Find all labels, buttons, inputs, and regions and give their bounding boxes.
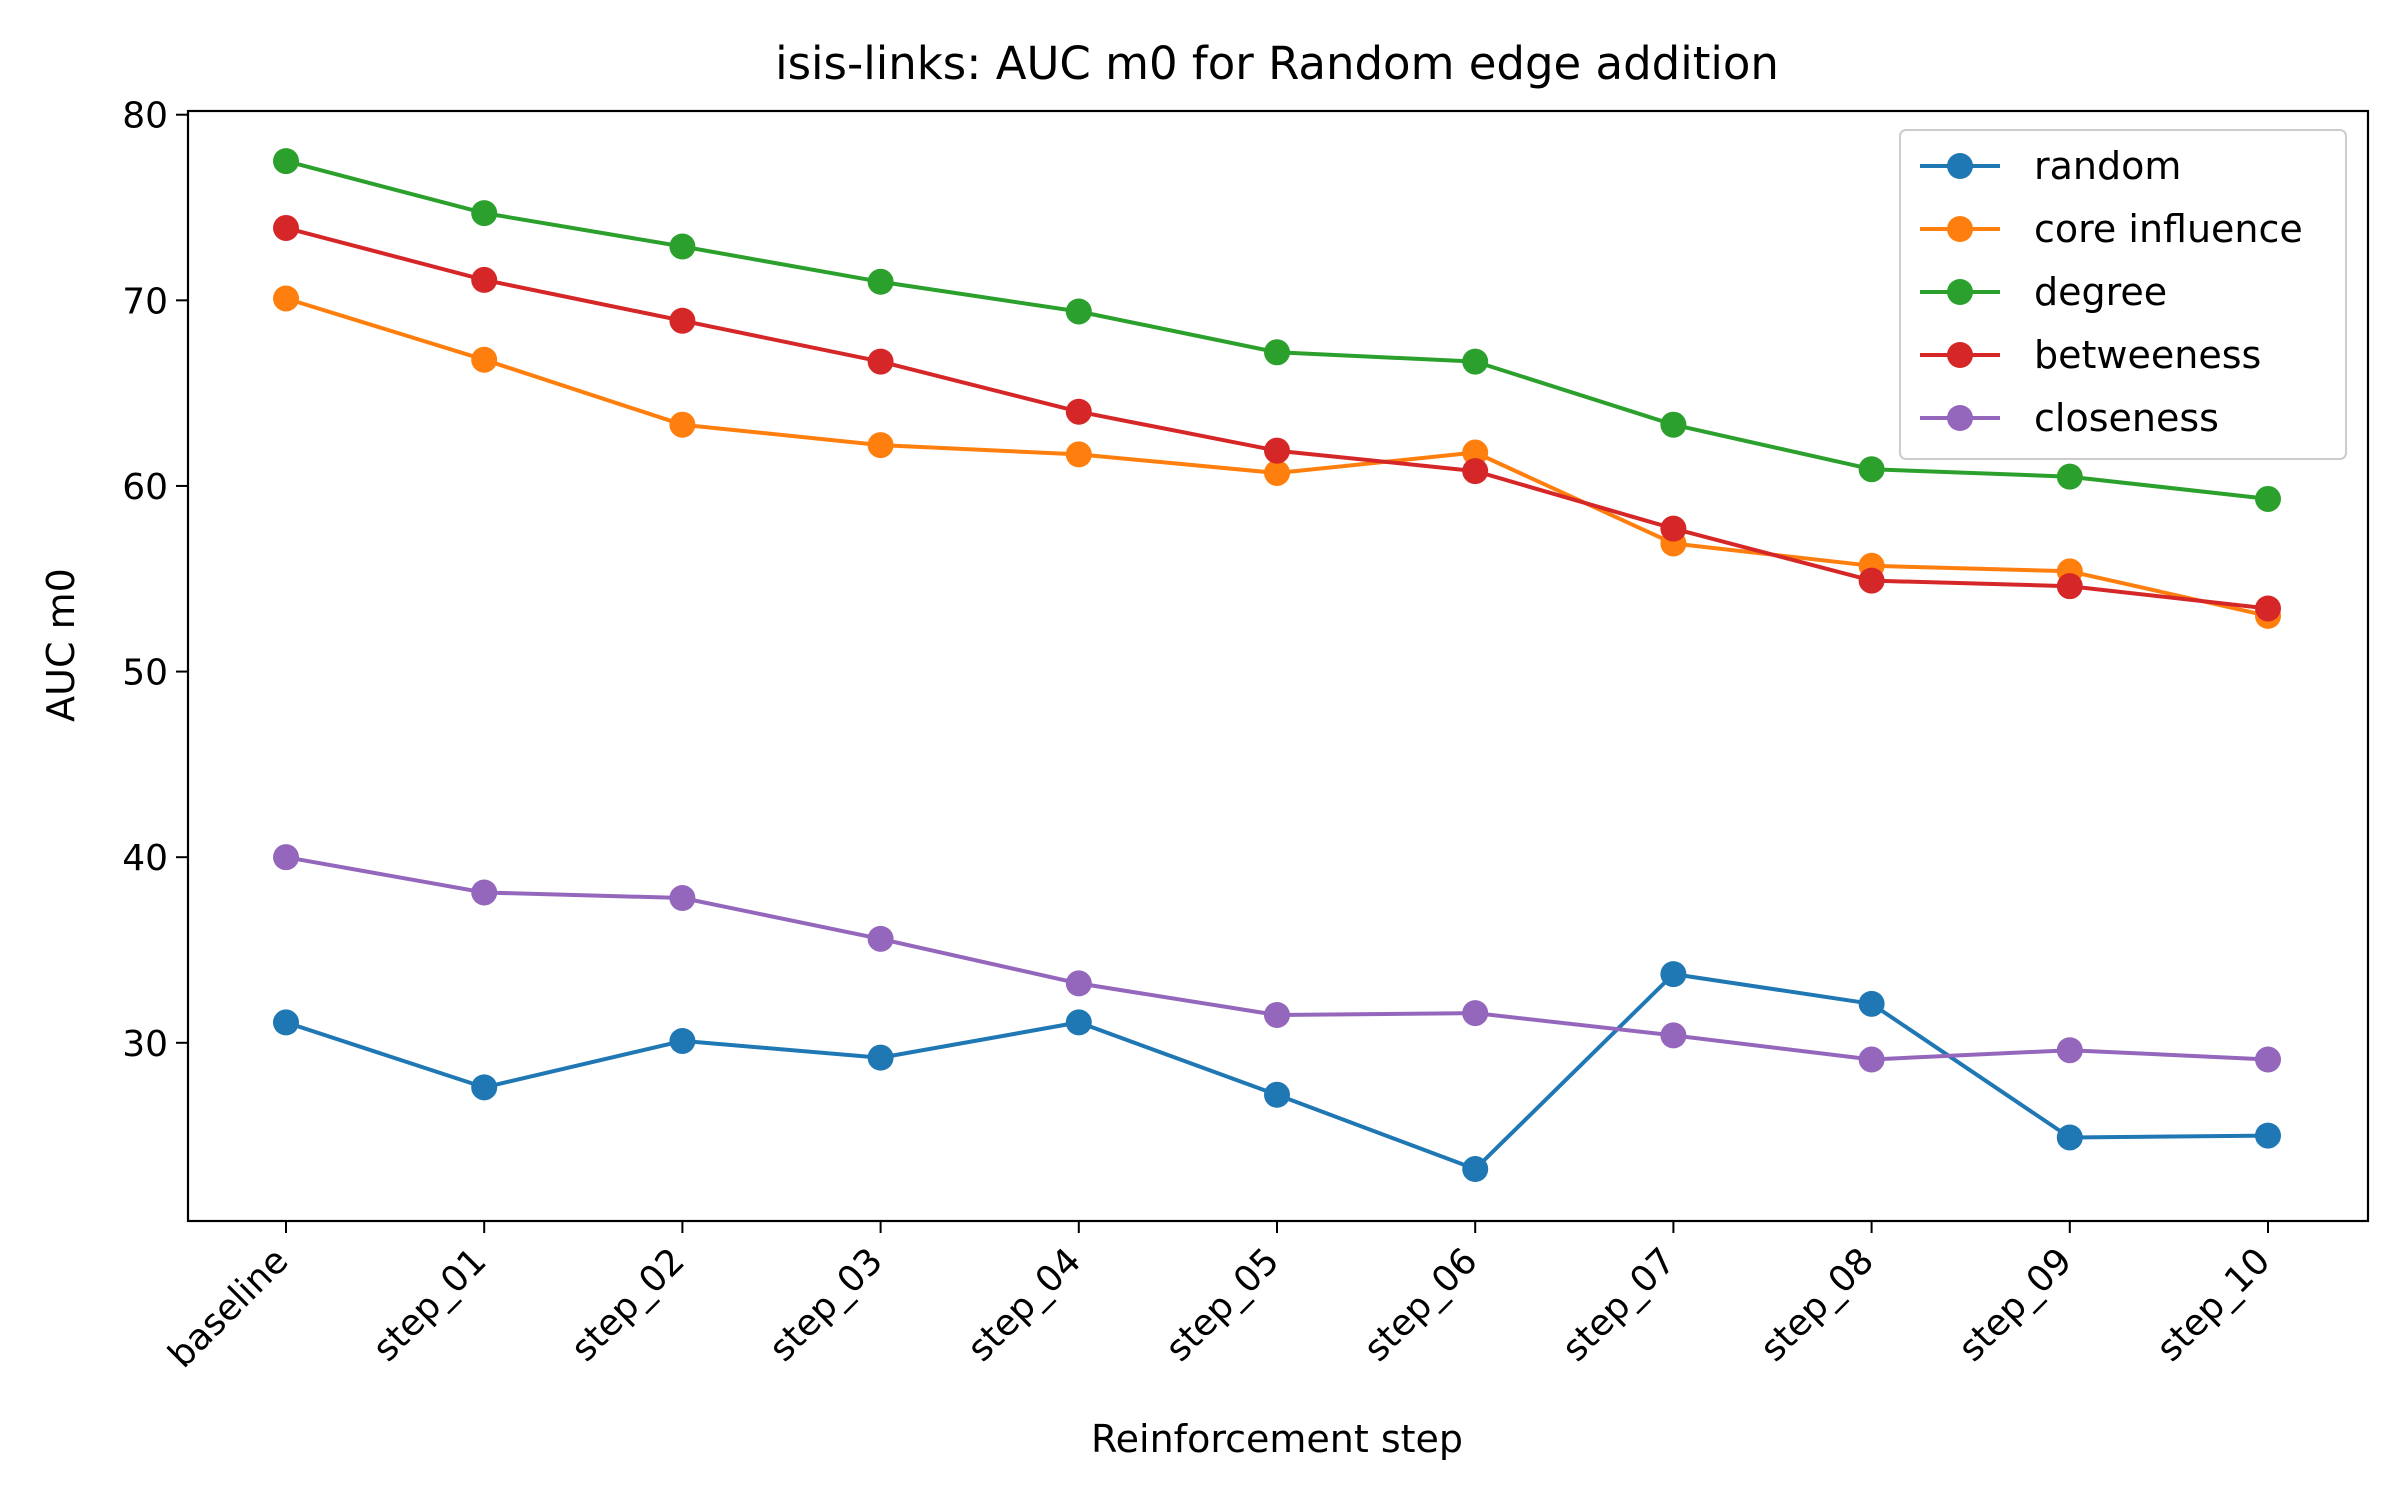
- data-point-betweeness: [471, 266, 498, 293]
- series-closeness: [273, 844, 2281, 1073]
- x-axis-label: Reinforcement step: [1091, 1417, 1463, 1461]
- y-tick-label: 40: [122, 838, 168, 879]
- legend-label: random: [2034, 144, 2181, 188]
- data-point-random: [1065, 1009, 1092, 1036]
- y-tick-label: 70: [122, 281, 168, 322]
- data-point-degree: [2255, 485, 2281, 512]
- data-point-degree: [2056, 463, 2083, 490]
- data-point-closeness: [1858, 1046, 1885, 1073]
- data-point-degree: [1660, 411, 1687, 438]
- series-degree: [273, 148, 2281, 512]
- series-random: [273, 961, 2281, 1183]
- data-point-degree: [1264, 339, 1290, 366]
- data-point-closeness: [669, 885, 696, 912]
- data-point-random: [273, 1009, 299, 1036]
- data-point-core-influence: [471, 346, 498, 373]
- data-point-core-influence: [273, 285, 299, 312]
- series-betweeness: [273, 214, 2281, 622]
- legend-marker: [1947, 405, 1973, 431]
- data-point-degree: [1065, 298, 1092, 325]
- legend-label: core influence: [2034, 207, 2303, 251]
- legend-marker: [1947, 216, 1973, 242]
- data-point-core-influence: [1462, 439, 1489, 466]
- data-point-closeness: [273, 844, 299, 871]
- legend-item-random: random: [1920, 144, 2181, 188]
- data-point-random: [1264, 1081, 1290, 1108]
- legend-marker: [1947, 279, 1973, 305]
- legend-marker: [1947, 342, 1973, 368]
- data-point-random: [867, 1044, 894, 1071]
- y-tick-label: 50: [122, 653, 168, 694]
- data-point-degree: [867, 268, 894, 295]
- data-point-closeness: [1462, 1000, 1489, 1027]
- data-point-random: [471, 1074, 498, 1101]
- data-point-random: [2056, 1124, 2083, 1151]
- chart-title: isis-links: AUC m0 for Random edge addit…: [775, 37, 1779, 90]
- data-point-betweeness: [1462, 458, 1489, 485]
- data-point-betweeness: [273, 214, 299, 241]
- data-point-betweeness: [867, 348, 894, 375]
- data-point-core-influence: [1264, 459, 1290, 486]
- y-tick-label: 60: [122, 467, 168, 508]
- data-point-betweeness: [1065, 398, 1092, 425]
- data-point-closeness: [2056, 1037, 2083, 1064]
- data-point-random: [1660, 961, 1687, 988]
- data-point-closeness: [1065, 970, 1092, 997]
- data-point-betweeness: [669, 307, 696, 334]
- legend-label: degree: [2034, 270, 2167, 314]
- data-point-betweeness: [1660, 515, 1687, 542]
- data-point-degree: [273, 148, 299, 175]
- data-point-random: [2255, 1122, 2281, 1149]
- data-point-betweeness: [2255, 595, 2281, 622]
- data-point-core-influence: [669, 411, 696, 438]
- data-point-degree: [1462, 348, 1489, 375]
- data-point-closeness: [1264, 1001, 1290, 1028]
- legend-box: [1899, 129, 2347, 460]
- plot-area: [273, 148, 2281, 1183]
- legend-item-closeness: closeness: [1920, 396, 2219, 440]
- data-point-betweeness: [1858, 567, 1885, 594]
- data-point-betweeness: [1264, 437, 1290, 464]
- legend-label: closeness: [2034, 396, 2219, 440]
- data-point-closeness: [867, 925, 894, 952]
- data-point-random: [1858, 990, 1885, 1017]
- data-point-core-influence: [867, 432, 894, 459]
- data-point-degree: [471, 200, 498, 227]
- legend-marker: [1947, 153, 1973, 179]
- data-point-random: [669, 1027, 696, 1054]
- legend-item-core-influence: core influence: [1920, 207, 2303, 251]
- data-point-betweeness: [2056, 573, 2083, 600]
- y-axis-label: AUC m0: [39, 568, 83, 722]
- legend-item-degree: degree: [1920, 270, 2167, 314]
- legend-item-betweeness: betweeness: [1920, 333, 2261, 377]
- data-point-closeness: [2255, 1046, 2281, 1073]
- data-point-degree: [1858, 456, 1885, 483]
- data-point-random: [1462, 1156, 1489, 1183]
- data-point-degree: [669, 233, 696, 260]
- data-point-closeness: [1660, 1022, 1687, 1049]
- y-tick-label: 30: [122, 1024, 168, 1065]
- legend-label: betweeness: [2034, 333, 2261, 377]
- legend: random core influence degree betweeness clos…: [1899, 129, 2347, 460]
- data-point-closeness: [471, 879, 498, 906]
- data-point-core-influence: [1065, 441, 1092, 468]
- y-tick-label: 80: [122, 96, 168, 137]
